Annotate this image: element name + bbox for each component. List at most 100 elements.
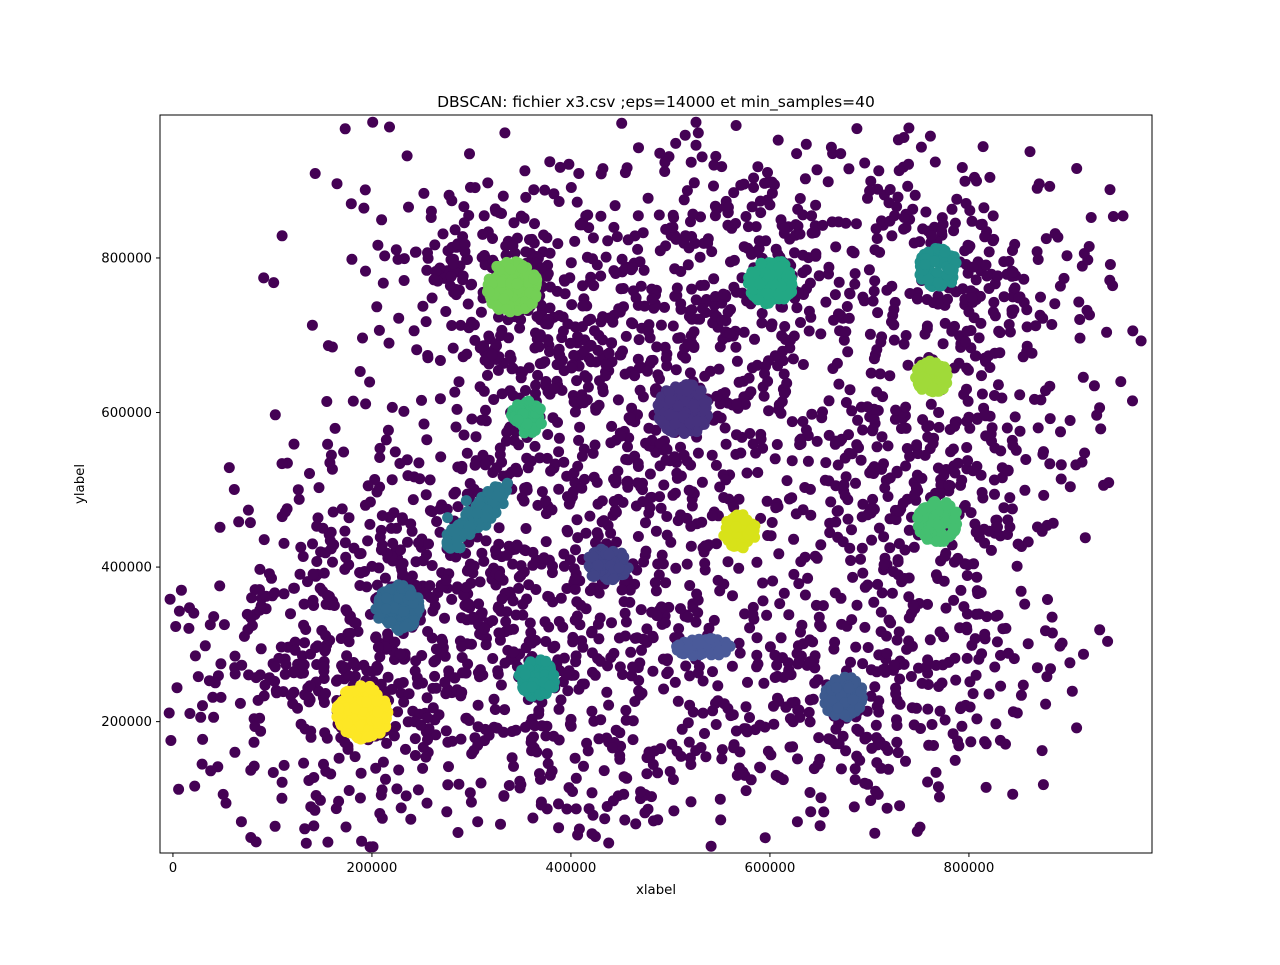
noise-point bbox=[444, 280, 456, 292]
noise-point bbox=[1011, 707, 1023, 719]
cluster-point bbox=[493, 264, 505, 276]
noise-point bbox=[655, 319, 667, 331]
noise-point bbox=[825, 496, 837, 508]
noise-point bbox=[294, 568, 306, 580]
noise-point bbox=[343, 670, 355, 682]
noise-point bbox=[288, 582, 300, 594]
noise-point bbox=[460, 667, 472, 679]
noise-point bbox=[562, 491, 573, 503]
noise-point bbox=[1040, 385, 1051, 397]
noise-point bbox=[1061, 250, 1073, 262]
noise-point bbox=[756, 317, 768, 329]
noise-point bbox=[780, 701, 792, 713]
noise-point bbox=[771, 439, 783, 450]
noise-point bbox=[875, 606, 887, 618]
y-tick-label: 400000 bbox=[101, 561, 152, 576]
noise-point bbox=[503, 423, 515, 435]
noise-point bbox=[357, 332, 368, 344]
noise-point bbox=[749, 333, 760, 345]
noise-point bbox=[632, 243, 644, 255]
noise-point bbox=[932, 781, 944, 793]
noise-point bbox=[405, 518, 417, 530]
noise-point bbox=[508, 646, 520, 658]
noise-point bbox=[833, 738, 845, 750]
noise-point bbox=[861, 401, 873, 413]
noise-point bbox=[742, 676, 753, 688]
noise-point bbox=[455, 733, 467, 745]
noise-point bbox=[600, 370, 612, 382]
noise-point bbox=[1127, 395, 1138, 407]
noise-point bbox=[1015, 585, 1027, 597]
noise-point bbox=[744, 712, 755, 723]
noise-point bbox=[269, 409, 281, 421]
noise-point bbox=[439, 612, 450, 624]
noise-point bbox=[659, 156, 671, 168]
noise-point bbox=[527, 546, 539, 558]
noise-point bbox=[421, 549, 432, 561]
noise-point bbox=[223, 462, 235, 474]
noise-point bbox=[740, 701, 752, 713]
noise-point bbox=[1024, 146, 1036, 158]
noise-point bbox=[214, 580, 226, 592]
noise-point bbox=[493, 522, 505, 534]
noise-point bbox=[468, 319, 480, 331]
noise-point bbox=[1009, 282, 1021, 294]
noise-point bbox=[1088, 380, 1100, 392]
noise-point bbox=[843, 312, 855, 324]
noise-point bbox=[403, 201, 414, 213]
cluster-point bbox=[486, 277, 498, 289]
noise-point bbox=[730, 341, 742, 353]
noise-point bbox=[838, 479, 850, 491]
noise-point bbox=[609, 504, 621, 516]
noise-point bbox=[199, 640, 211, 652]
cluster-point bbox=[535, 418, 547, 429]
noise-point bbox=[1007, 440, 1019, 451]
noise-point bbox=[495, 679, 507, 691]
noise-point bbox=[680, 660, 692, 672]
noise-point bbox=[930, 766, 942, 778]
noise-point bbox=[851, 599, 863, 611]
noise-point bbox=[870, 223, 882, 235]
noise-point bbox=[496, 208, 507, 219]
noise-point bbox=[813, 270, 825, 282]
cluster-point bbox=[931, 267, 943, 278]
noise-point bbox=[428, 274, 440, 286]
noise-point bbox=[815, 328, 827, 340]
noise-point bbox=[724, 327, 736, 339]
noise-point bbox=[851, 750, 863, 762]
noise-point bbox=[164, 593, 176, 605]
noise-point bbox=[744, 622, 756, 634]
noise-point bbox=[470, 431, 482, 443]
noise-point bbox=[881, 802, 893, 814]
cluster-point bbox=[826, 693, 838, 705]
noise-point bbox=[799, 173, 811, 185]
noise-point bbox=[602, 235, 614, 247]
noise-point bbox=[687, 208, 699, 220]
noise-point bbox=[797, 249, 809, 261]
noise-point bbox=[616, 584, 628, 596]
noise-point bbox=[220, 797, 232, 809]
noise-point bbox=[786, 455, 798, 467]
noise-point bbox=[570, 656, 582, 668]
noise-point bbox=[325, 543, 337, 555]
noise-point bbox=[652, 369, 664, 381]
noise-point bbox=[814, 753, 826, 765]
noise-point bbox=[331, 675, 342, 687]
noise-point bbox=[830, 723, 842, 735]
noise-point bbox=[1079, 532, 1091, 544]
noise-point bbox=[791, 816, 803, 828]
noise-point bbox=[839, 490, 851, 502]
noise-point bbox=[735, 179, 747, 191]
noise-point bbox=[690, 294, 702, 306]
noise-point bbox=[573, 434, 585, 446]
noise-point bbox=[553, 798, 564, 810]
noise-point bbox=[208, 611, 220, 623]
noise-point bbox=[614, 750, 626, 761]
noise-point bbox=[888, 334, 900, 346]
noise-point bbox=[751, 359, 763, 371]
noise-point bbox=[510, 724, 522, 736]
noise-point bbox=[218, 619, 230, 631]
noise-point bbox=[421, 434, 433, 446]
noise-point bbox=[395, 802, 407, 814]
noise-point bbox=[882, 491, 894, 502]
